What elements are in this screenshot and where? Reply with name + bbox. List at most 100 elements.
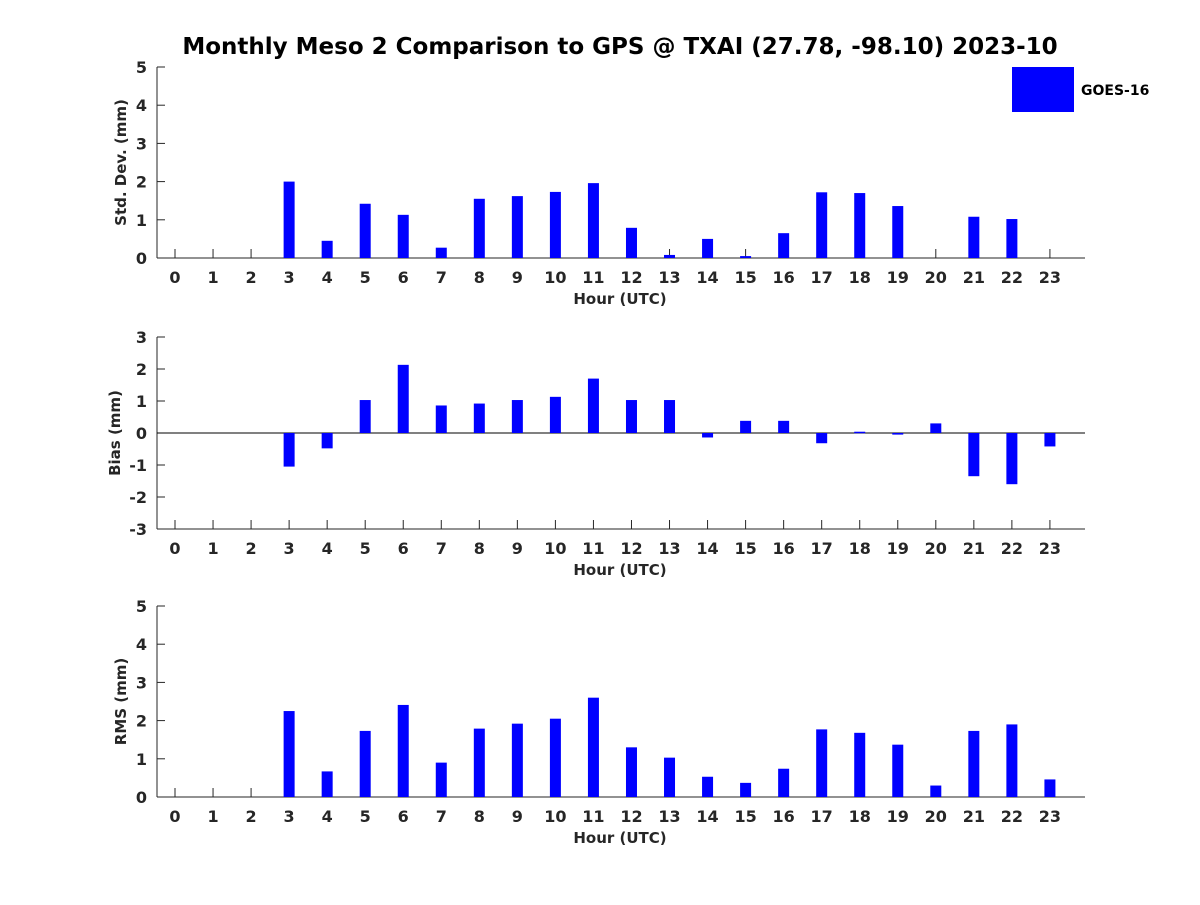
bar-hour-19 — [892, 744, 904, 797]
bar-hour-21 — [968, 730, 980, 797]
x-tick-label: 0 — [169, 268, 180, 287]
x-tick-label: 19 — [887, 539, 909, 558]
y-tick-label: 5 — [136, 597, 147, 616]
y-tick-label: 0 — [136, 424, 147, 443]
x-tick-label: 18 — [849, 807, 871, 826]
x-tick-label: 9 — [512, 539, 523, 558]
x-tick-label: 13 — [658, 807, 680, 826]
bar-hour-16 — [778, 420, 790, 433]
x-tick-label: 23 — [1039, 807, 1061, 826]
bar-hour-20 — [930, 785, 942, 797]
x-tick-label: 14 — [696, 807, 718, 826]
x-tick-label: 15 — [734, 807, 756, 826]
bar-hour-8 — [473, 198, 485, 258]
bar-hour-9 — [511, 400, 523, 433]
bar-hour-12 — [625, 227, 637, 258]
x-tick-label: 1 — [207, 539, 218, 558]
x-tick-label: 18 — [849, 268, 871, 287]
x-tick-label: 16 — [773, 539, 795, 558]
x-tick-label: 21 — [963, 539, 985, 558]
x-tick-label: 2 — [246, 807, 257, 826]
x-tick-label: 5 — [360, 268, 371, 287]
x-tick-label: 19 — [887, 807, 909, 826]
y-tick-label: 4 — [136, 635, 147, 654]
bar-hour-8 — [473, 403, 485, 433]
bar-hour-23 — [1044, 433, 1056, 447]
x-tick-label: 21 — [963, 268, 985, 287]
x-tick-label: 10 — [544, 268, 566, 287]
x-tick-label: 12 — [620, 539, 642, 558]
x-tick-label: 7 — [436, 268, 447, 287]
x-tick-label: 6 — [398, 539, 409, 558]
x-tick-label: 7 — [436, 807, 447, 826]
x-tick-label: 20 — [925, 539, 947, 558]
bar-hour-15 — [740, 420, 752, 433]
bar-hour-12 — [625, 747, 637, 797]
bar-hour-18 — [854, 431, 866, 434]
x-tick-label: 14 — [696, 539, 718, 558]
bar-hour-9 — [511, 723, 523, 797]
bar-hour-20 — [930, 423, 942, 433]
legend: GOES-16 — [1012, 67, 1149, 112]
x-tick-label: 10 — [544, 807, 566, 826]
x-tick-label: 21 — [963, 807, 985, 826]
bar-hour-9 — [511, 196, 523, 258]
bar-hour-3 — [283, 181, 295, 258]
x-axis-label: Hour (UTC) — [573, 290, 666, 308]
bar-hour-5 — [359, 730, 371, 797]
x-axis-label: Hour (UTC) — [573, 561, 666, 579]
bar-hour-18 — [854, 193, 866, 258]
x-tick-label: 15 — [734, 268, 756, 287]
bar-hour-10 — [549, 191, 561, 258]
bar-hour-19 — [892, 433, 904, 435]
bar-hour-3 — [283, 711, 295, 797]
x-tick-label: 5 — [360, 539, 371, 558]
bar-hour-22 — [1006, 433, 1018, 485]
x-tick-label: 3 — [284, 807, 295, 826]
bar-hour-5 — [359, 203, 371, 258]
bar-hour-7 — [435, 247, 447, 258]
bar-hour-6 — [397, 364, 409, 433]
x-tick-label: 9 — [512, 807, 523, 826]
x-tick-label: 22 — [1001, 268, 1023, 287]
y-tick-label: 2 — [136, 173, 147, 192]
x-tick-label: 20 — [925, 268, 947, 287]
x-tick-label: 2 — [246, 268, 257, 287]
bar-hour-4 — [321, 240, 333, 258]
bar-hour-21 — [968, 433, 980, 477]
x-tick-label: 13 — [658, 268, 680, 287]
bar-hour-14 — [702, 776, 714, 797]
bar-hour-15 — [740, 782, 752, 797]
x-tick-label: 4 — [322, 807, 333, 826]
x-tick-label: 11 — [582, 807, 604, 826]
y-tick-label: 2 — [136, 712, 147, 731]
x-tick-label: 9 — [512, 268, 523, 287]
bar-hour-13 — [664, 400, 676, 433]
x-tick-label: 22 — [1001, 539, 1023, 558]
bar-hour-21 — [968, 216, 980, 258]
bar-hour-19 — [892, 206, 904, 258]
y-tick-label: 1 — [136, 750, 147, 769]
bar-hour-16 — [778, 233, 790, 258]
x-tick-label: 6 — [398, 807, 409, 826]
bar-hour-11 — [587, 378, 599, 433]
bar-hour-12 — [625, 400, 637, 433]
bar-hour-22 — [1006, 219, 1018, 258]
y-tick-label: 0 — [136, 249, 147, 268]
x-tick-label: 4 — [322, 268, 333, 287]
x-tick-label: 8 — [474, 539, 485, 558]
bar-hour-11 — [587, 697, 599, 797]
bar-hour-10 — [549, 718, 561, 797]
x-tick-label: 16 — [773, 268, 795, 287]
x-tick-label: 10 — [544, 539, 566, 558]
bar-hour-14 — [702, 238, 714, 258]
x-tick-label: 13 — [658, 539, 680, 558]
x-tick-label: 4 — [322, 539, 333, 558]
x-tick-label: 23 — [1039, 268, 1061, 287]
x-tick-label: 17 — [811, 539, 833, 558]
x-tick-label: 15 — [734, 539, 756, 558]
x-tick-label: 0 — [169, 807, 180, 826]
